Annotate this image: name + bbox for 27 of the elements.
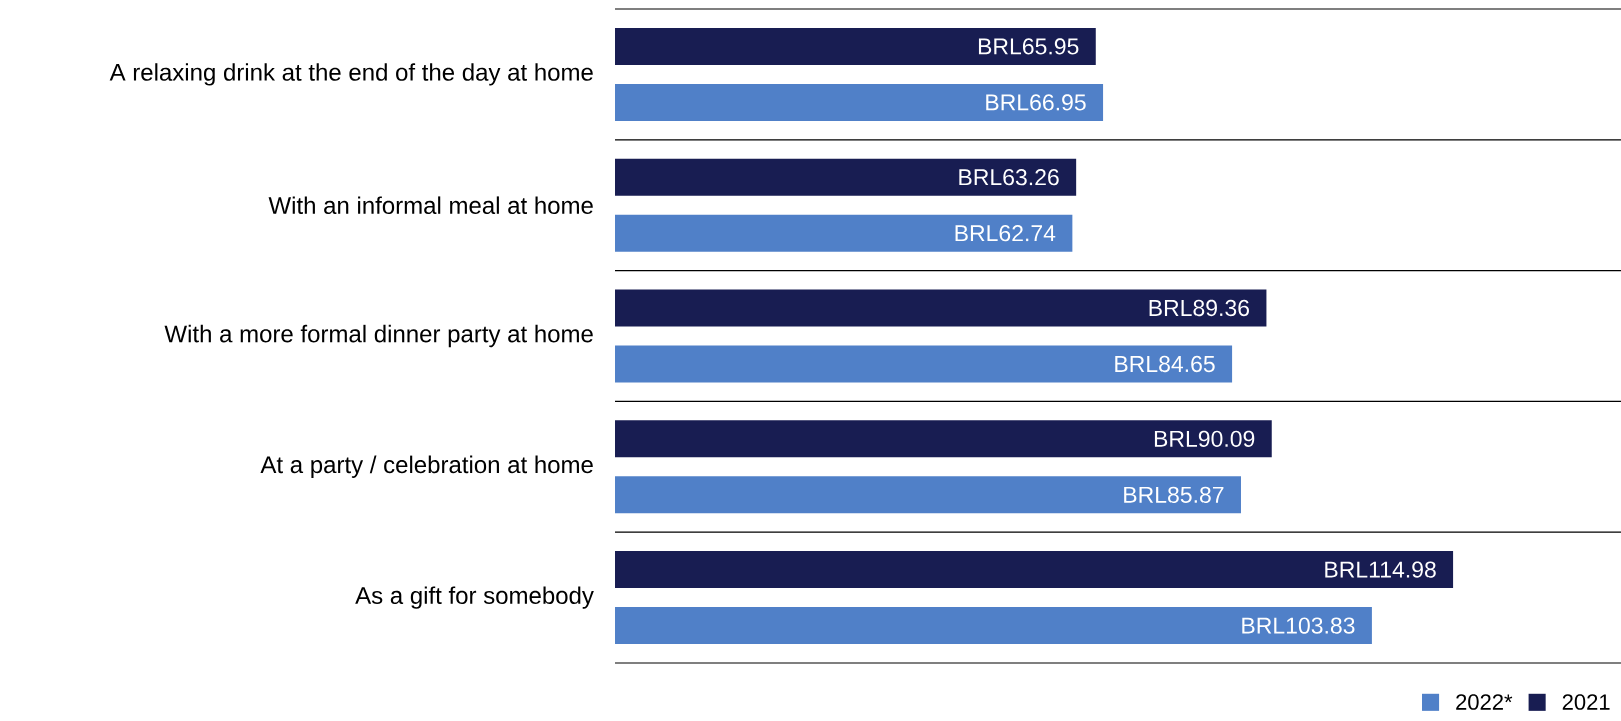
data-label: BRL89.36: [1149, 299, 1249, 317]
y-tick-label: With a more formal dinner party at home: [164, 324, 593, 348]
legend-label: 2021: [1562, 694, 1610, 710]
data-label: BRL103.83: [1242, 617, 1355, 634]
bar: [615, 158, 1077, 196]
data-label: BRL65.95: [978, 38, 1079, 55]
bar: [615, 551, 1454, 589]
legend-label: 2022*: [1456, 694, 1513, 710]
data-label: BRL63.26: [959, 169, 1059, 186]
bar: [615, 289, 1267, 327]
data-label: BRL66.95: [986, 94, 1086, 111]
data-label: BRL85.87: [1124, 486, 1224, 503]
y-tick-label: A relaxing drink at the end of the day at home: [109, 63, 593, 86]
y-tick-label: With an informal meal at home: [268, 196, 593, 214]
bar: [615, 607, 1372, 645]
y-tick-label: As a gift for somebody: [355, 586, 594, 609]
bar: [615, 27, 1096, 65]
data-label: BRL90.09: [1154, 430, 1255, 447]
bar: [615, 476, 1241, 514]
data-label: BRL114.98: [1325, 561, 1436, 578]
bar: [615, 345, 1233, 383]
bar: [615, 420, 1272, 458]
data-label: BRL62.74: [955, 225, 1056, 242]
bar: [615, 83, 1104, 121]
bar: [615, 214, 1073, 252]
y-tick-label: At a party / celebration at home: [260, 455, 593, 478]
data-label: BRL84.65: [1115, 355, 1215, 373]
